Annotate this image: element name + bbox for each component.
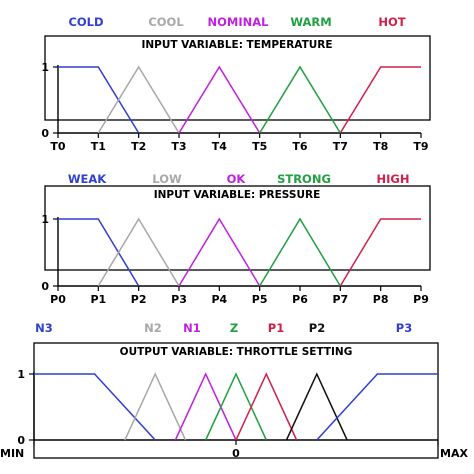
y-tick-label: 1 [41, 213, 49, 226]
legend-label-p2: P2 [309, 321, 325, 335]
x-tick-label: P0 [50, 293, 66, 306]
series-line-nominal [178, 65, 261, 134]
legend-label-n3: N3 [35, 321, 53, 335]
series-line-n2 [124, 372, 187, 441]
legend-label-high: HIGH [377, 172, 410, 186]
series-line-warm [259, 65, 341, 134]
legend-label-nominal: NOMINAL [208, 15, 270, 29]
y-tick-label: 0 [41, 280, 49, 293]
series-line-weak [58, 218, 140, 287]
legend-label-ok: OK [227, 172, 247, 186]
x-tick-label: P8 [373, 293, 389, 306]
legend-label-p1: P1 [268, 321, 284, 335]
series-line-strong [259, 217, 341, 287]
series-line-z [205, 372, 267, 441]
y-tick-label: 0 [41, 127, 49, 140]
y-tick-label: 1 [17, 368, 25, 381]
legend-label-p3: P3 [396, 321, 412, 335]
series-line-p3 [316, 373, 438, 441]
chart-title: INPUT VARIABLE: PRESSURE [154, 189, 321, 201]
x-tick-label: T8 [373, 140, 388, 153]
x-tick-label: P2 [131, 293, 147, 306]
legend-label-n1: N1 [183, 321, 201, 335]
legend-label-strong: STRONG [277, 172, 331, 186]
x-tick-label: T5 [252, 140, 267, 153]
x-tick-label: T3 [171, 140, 186, 153]
series-line-hot [339, 66, 421, 134]
x-tick-label: P9 [413, 293, 429, 306]
plot-frame [44, 185, 431, 271]
chart-panel-1: 1 0 INPUT VARIABLE: TEMPERATURE T0 T1 T2 T3 T4 T… [41, 15, 431, 153]
legend-label-warm: WARM [290, 15, 331, 29]
x-tick-label: 0 [232, 447, 240, 460]
x-tick-label: P6 [292, 293, 308, 306]
series-line-high [339, 218, 421, 287]
x-tick-label: T0 [50, 140, 66, 153]
x-tick-label: T6 [292, 140, 308, 153]
x-tick-label: P7 [332, 293, 348, 306]
series-line-low [97, 217, 180, 287]
y-tick-label: 0 [17, 434, 25, 447]
series-line-cold [58, 66, 140, 134]
x-tick-label: P5 [252, 293, 268, 306]
legend-label-hot: HOT [378, 15, 405, 29]
chart-title: OUTPUT VARIABLE: THROTTLE SETTING [120, 346, 353, 358]
x-tick-label: T2 [131, 140, 146, 153]
legend-label-weak: WEAK [68, 172, 107, 186]
series-line-n1 [174, 372, 237, 441]
series-line-ok [178, 217, 261, 287]
chart-title: INPUT VARIABLE: TEMPERATURE [141, 39, 332, 51]
legend-label-cool: COOL [148, 15, 184, 29]
legend-label-cold: COLD [68, 15, 103, 29]
y-tick-label: 1 [41, 61, 49, 74]
x-tick-label: T4 [212, 140, 228, 153]
x-tick-label: P1 [90, 293, 106, 306]
x-tick-label: MAX [440, 447, 468, 460]
x-tick-label: MIN [0, 447, 24, 460]
legend-label-n2: N2 [144, 321, 162, 335]
x-tick-label: T7 [333, 140, 348, 153]
series-line-cool [97, 65, 180, 134]
plot-frame [44, 35, 431, 121]
x-tick-label: P3 [171, 293, 187, 306]
x-tick-label: T1 [91, 140, 106, 153]
series-line-p1 [235, 372, 298, 441]
chart-panel-2: 1 0 INPUT VARIABLE: PRESSURE P0 P1 P2 P3 P4 P5 P6… [41, 172, 431, 306]
legend-label-low: LOW [152, 172, 182, 186]
x-tick-label: T9 [413, 140, 428, 153]
x-tick-label: P4 [211, 293, 227, 306]
legend-label-z: Z [230, 321, 238, 335]
